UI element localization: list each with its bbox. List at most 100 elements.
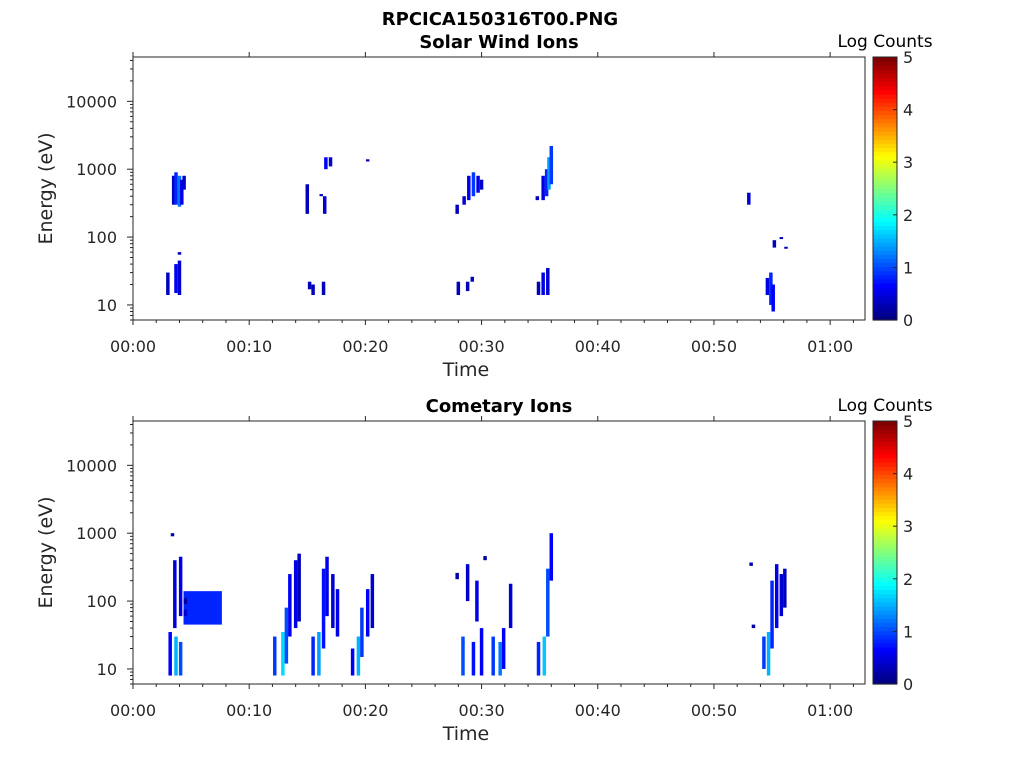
colorbar-segment: [873, 453, 897, 459]
colorbar-segment: [873, 486, 897, 492]
heatmap-cell: [281, 632, 285, 676]
panel-solar-wind-ions: 00:00 00:10 00:20 00:30 00:40 00:50 01:0010100…: [35, 32, 933, 381]
colorbar-segment: [873, 221, 897, 227]
colorbar-segment: [873, 675, 897, 681]
colorbar-tick-label: 3: [903, 517, 913, 536]
colorbar-segment: [873, 462, 897, 467]
heatmap-cell: [541, 272, 545, 296]
x-tick-label: 00:00: [110, 701, 156, 720]
x-tick-label: 00:40: [575, 337, 621, 356]
colorbar-segment: [873, 519, 897, 525]
colorbar-segment: [873, 568, 897, 574]
heatmap-cell: [475, 580, 479, 622]
colorbar-segment: [873, 287, 897, 292]
colorbar-label: Log Counts: [837, 396, 932, 416]
heatmap-cell: [783, 568, 787, 608]
colorbar-segment: [873, 250, 897, 255]
colorbar-segment: [873, 192, 897, 198]
colorbar-segment: [873, 425, 897, 430]
heatmap-cell: [762, 636, 766, 669]
heatmap-cell: [779, 574, 784, 617]
colorbar-segment: [873, 196, 897, 202]
colorbar-segment: [873, 151, 897, 157]
colorbar-tick-label: 2: [903, 570, 913, 589]
heatmap-cell: [174, 636, 178, 676]
colorbar-segment: [873, 274, 897, 280]
colorbar-segment: [873, 130, 897, 136]
colorbar-segment: [873, 110, 897, 116]
colorbar-segment: [873, 581, 897, 586]
heatmap-cell: [293, 560, 298, 629]
heatmap-cell: [471, 172, 476, 197]
colorbar-segment: [873, 225, 897, 231]
heatmap-cell: [749, 562, 753, 566]
colorbar-segment: [873, 229, 897, 235]
colorbar-segment: [873, 89, 897, 95]
heatmap-cell: [180, 179, 184, 205]
colorbar-segment: [873, 515, 897, 521]
colorbar-segment: [873, 589, 897, 595]
colorbar-segment: [873, 564, 897, 570]
heatmap-cell: [183, 609, 188, 617]
x-tick-label: 00:50: [691, 337, 737, 356]
heatmap-cell: [549, 145, 554, 185]
y-tick-label: 10: [97, 660, 117, 679]
panel-title: Solar Wind Ions: [419, 32, 578, 53]
heatmap-cell: [178, 556, 183, 617]
colorbar-tick-label: 1: [903, 622, 913, 641]
panel-cometary-ions: 00:00 00:10 00:20 00:30 00:40 00:50 01:0010100…: [35, 396, 933, 745]
colorbar-segment: [873, 577, 897, 582]
colorbar-segment: [873, 57, 897, 62]
heatmap-cell: [774, 564, 779, 629]
heatmap-cell: [170, 533, 175, 537]
x-axis-label: Time: [442, 359, 490, 381]
colorbar-segment: [873, 437, 897, 443]
colorbar-segment: [873, 163, 897, 169]
colorbar-segment: [873, 184, 897, 190]
colorbar-segment: [873, 421, 897, 426]
heatmap-cell: [183, 598, 188, 605]
heatmap-cell: [465, 564, 470, 602]
heatmap-cell: [322, 196, 327, 214]
heatmap-cell: [508, 583, 513, 629]
heatmap-cell: [174, 172, 178, 205]
heatmap-cell: [335, 589, 340, 637]
plot-area: [132, 420, 866, 685]
heatmap-cell: [501, 628, 506, 669]
colorbar-tick-label: 3: [903, 153, 913, 172]
colorbar-segment: [873, 667, 897, 673]
colorbar-segment: [873, 449, 897, 455]
colorbar-segment: [873, 254, 897, 259]
y-tick-label: 100: [86, 592, 117, 611]
colorbar-segment: [873, 241, 897, 247]
panel-title: Cometary Ions: [426, 396, 573, 417]
heatmap-cell: [779, 237, 784, 240]
colorbar-segment: [873, 540, 897, 545]
colorbar-segment: [873, 303, 897, 309]
colorbar-tick-label: 2: [903, 206, 913, 225]
heatmap-cell: [297, 553, 301, 622]
colorbar-segment: [873, 262, 897, 268]
colorbar-segment: [873, 213, 897, 218]
colorbar-segment: [873, 93, 897, 99]
colorbar-segment: [873, 638, 897, 644]
heatmap-cell: [356, 636, 361, 676]
colorbar-segment: [873, 122, 897, 128]
colorbar-segment: [873, 295, 897, 301]
heatmap-cell: [183, 591, 222, 625]
heatmap-cell: [536, 281, 541, 296]
heatmap-cell: [476, 175, 480, 193]
heatmap-cell: [328, 157, 333, 167]
colorbar-segment: [873, 610, 897, 615]
colorbar-segment: [873, 315, 897, 321]
colorbar-segment: [873, 441, 897, 447]
colorbar-segment: [873, 85, 897, 91]
colorbar-segment: [873, 494, 897, 500]
colorbar-segment: [873, 209, 897, 214]
heatmap-cell: [498, 641, 502, 676]
colorbar-segment: [873, 126, 897, 132]
heatmap-cell: [173, 560, 177, 629]
x-tick-label: 00:20: [342, 701, 388, 720]
